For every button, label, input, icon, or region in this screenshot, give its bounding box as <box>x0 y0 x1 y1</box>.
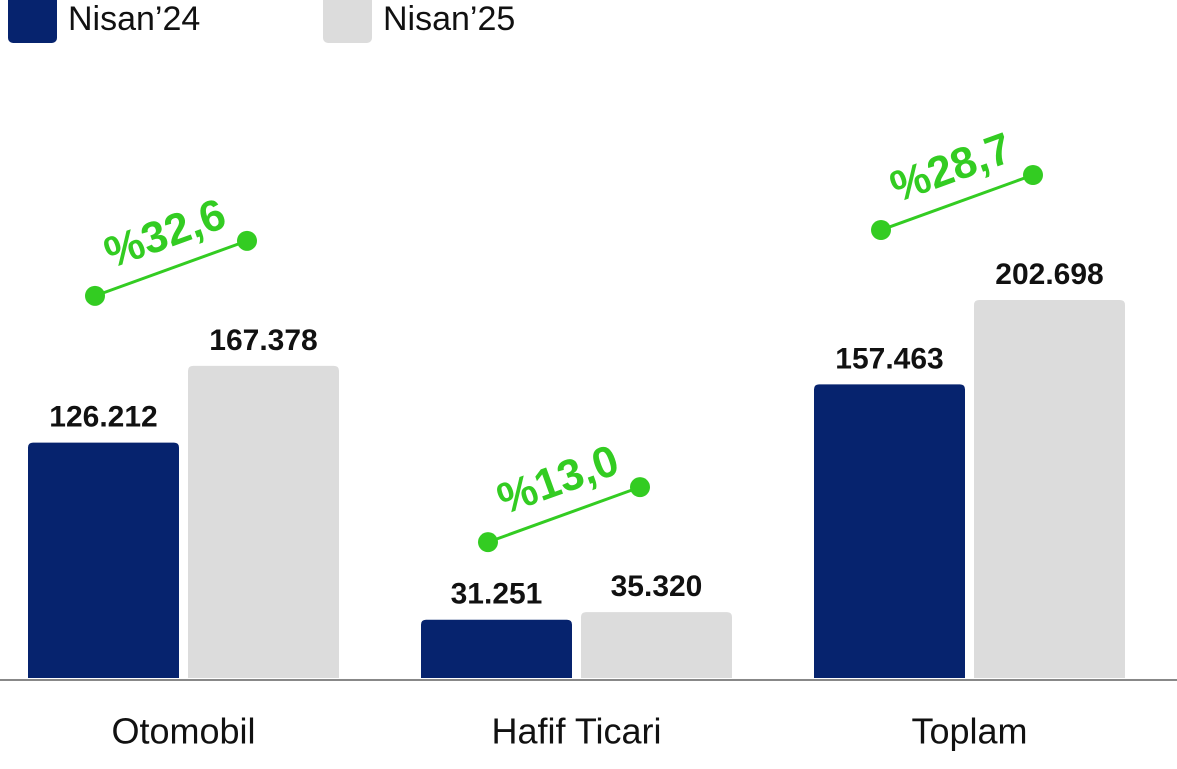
value-label: 31.251 <box>451 578 543 611</box>
value-label: 126.212 <box>49 401 157 434</box>
legend-label: Nisan’24 <box>68 0 200 38</box>
bar <box>581 612 732 678</box>
value-label: 167.378 <box>209 324 317 357</box>
change-dot <box>85 285 105 306</box>
change-line <box>880 173 1034 232</box>
x-tick-label: Hafif Ticari <box>491 711 661 752</box>
legend-swatch <box>323 0 372 43</box>
value-label: 157.463 <box>835 342 943 375</box>
x-tick-label: Otomobil <box>111 711 255 752</box>
x-tick-label: Toplam <box>911 711 1027 752</box>
legend-swatch <box>8 0 57 43</box>
change-dot <box>478 532 498 553</box>
value-label: 202.698 <box>995 258 1103 291</box>
change-line <box>94 239 248 298</box>
change-line <box>487 485 641 544</box>
value-label: 35.320 <box>611 570 703 603</box>
change-annotation: %13,0 <box>491 436 625 525</box>
change-dot <box>630 477 650 498</box>
bar <box>188 365 339 678</box>
change-dot <box>1023 165 1043 185</box>
change-dot <box>237 230 257 251</box>
change-annotation: %32,6 <box>98 189 232 278</box>
legend-label: Nisan’25 <box>383 0 515 38</box>
bar <box>28 442 179 678</box>
change-annotation: %28,7 <box>884 124 1018 213</box>
bar <box>814 384 965 678</box>
bar <box>421 619 572 678</box>
change-dot <box>871 220 891 240</box>
bar <box>974 300 1125 678</box>
